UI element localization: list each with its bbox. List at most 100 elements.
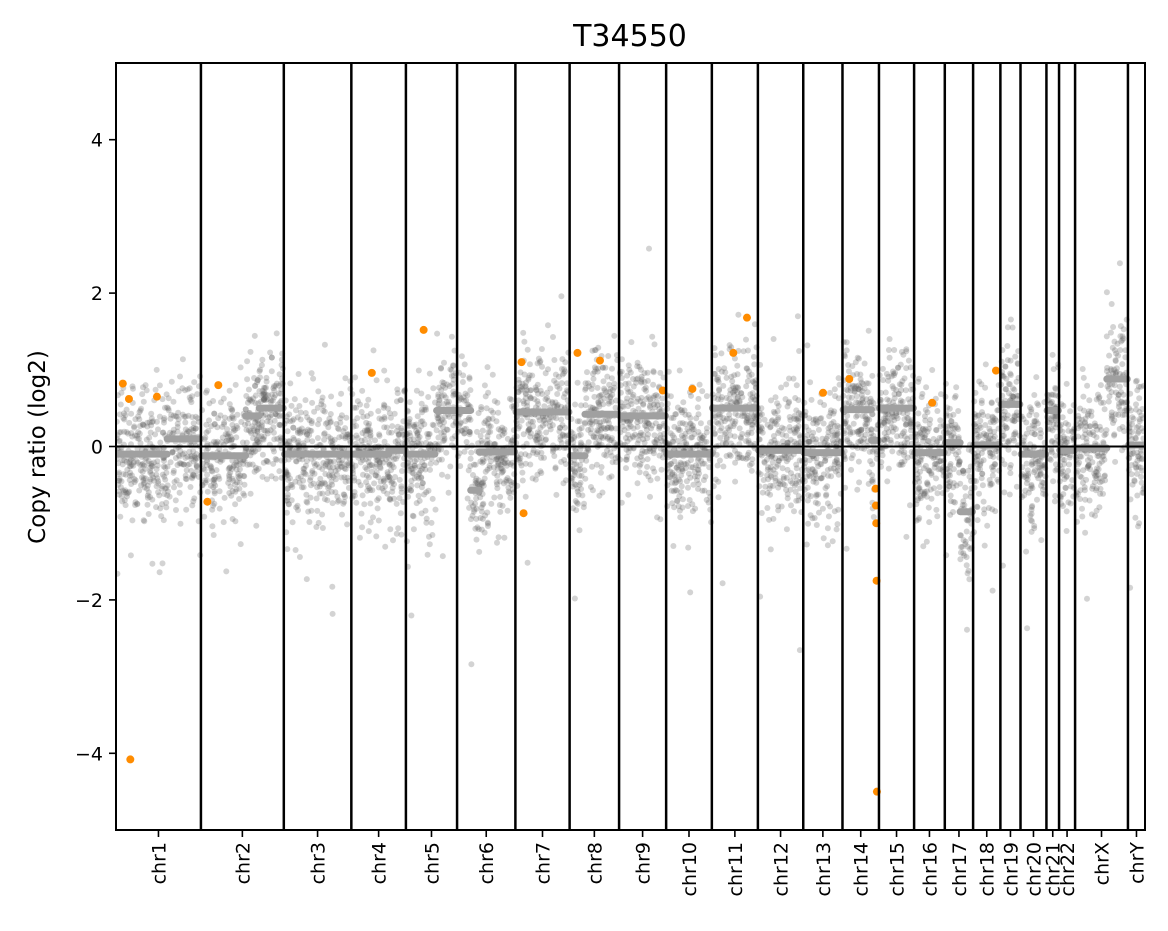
bin-point — [424, 430, 431, 437]
bin-point — [509, 403, 516, 410]
bin-point — [121, 457, 128, 464]
bin-point — [413, 421, 420, 428]
bin-point — [303, 491, 310, 498]
bin-point — [989, 472, 996, 479]
bin-point — [918, 495, 924, 501]
bin-point — [288, 497, 295, 504]
bin-point — [1119, 447, 1125, 454]
bin-point — [549, 422, 556, 429]
bin-point — [628, 401, 635, 408]
bin-point — [1116, 383, 1123, 390]
bin-point — [391, 456, 397, 463]
bin-point — [936, 484, 943, 491]
bin-point — [682, 434, 688, 441]
bin-point — [186, 428, 192, 435]
bin-point — [493, 456, 500, 462]
bin-point — [389, 488, 396, 495]
bin-point — [450, 422, 457, 429]
bin-point — [144, 485, 150, 492]
bin-point — [163, 499, 170, 506]
bin-point — [164, 492, 171, 499]
bin-point — [386, 496, 393, 503]
bin-point — [338, 460, 345, 467]
bin-point — [494, 539, 500, 546]
bin-point — [472, 500, 478, 507]
bin-point — [141, 479, 148, 486]
bin-point — [478, 437, 485, 444]
bin-point — [745, 347, 751, 354]
bin-point — [276, 421, 283, 428]
bin-point — [317, 481, 324, 487]
bin-point — [307, 474, 314, 481]
bin-point — [863, 396, 870, 403]
bin-point — [191, 379, 198, 386]
bin-point — [813, 436, 820, 443]
bin-point — [328, 478, 335, 485]
bin-point — [170, 430, 177, 437]
bin-point — [262, 427, 269, 434]
bin-point — [1115, 411, 1122, 418]
bin-point — [671, 434, 678, 441]
bin-point — [242, 446, 249, 453]
bin-point — [247, 428, 254, 435]
bin-point — [384, 474, 391, 481]
bin-point — [558, 416, 565, 423]
bin-point — [173, 413, 180, 420]
bin-point — [344, 474, 351, 481]
bin-point — [434, 415, 441, 422]
bin-point — [738, 390, 745, 397]
bin-point — [1065, 467, 1072, 474]
bin-point — [290, 424, 297, 431]
bin-point — [1084, 382, 1091, 389]
bin-point — [173, 507, 179, 513]
bin-point — [329, 481, 336, 488]
bin-point — [252, 431, 259, 438]
bin-point — [1050, 478, 1057, 485]
bin-point — [644, 463, 651, 470]
bin-point — [447, 463, 454, 470]
bin-point — [120, 410, 127, 417]
bin-point — [339, 457, 346, 464]
bin-point — [381, 477, 387, 484]
bin-point — [959, 543, 966, 550]
bin-point — [163, 391, 170, 398]
bin-point — [1096, 395, 1102, 402]
bin-point — [386, 474, 393, 481]
bin-point — [332, 489, 339, 496]
bin-point — [191, 495, 198, 502]
bin-point — [767, 482, 774, 489]
bin-point — [134, 459, 141, 466]
bin-point — [287, 418, 294, 425]
bin-point — [1067, 483, 1074, 490]
bin-point — [365, 396, 372, 403]
bin-point — [489, 371, 496, 378]
bin-point — [174, 420, 181, 427]
bin-point — [429, 421, 436, 428]
bin-point — [581, 500, 587, 507]
bin-point — [1049, 399, 1055, 405]
bin-point — [406, 416, 413, 422]
bin-point — [477, 494, 484, 501]
x-tick-label: chr4 — [369, 842, 391, 884]
bin-point — [182, 413, 189, 420]
bin-point — [398, 489, 405, 496]
bin-point — [116, 488, 122, 495]
bin-point — [406, 467, 413, 474]
bin-point — [657, 432, 664, 438]
bin-point — [385, 405, 392, 412]
bin-point — [153, 366, 160, 373]
bin-point — [228, 438, 235, 444]
bin-point — [179, 385, 186, 392]
bin-point — [659, 395, 666, 402]
bin-point — [174, 462, 181, 468]
bin-point — [315, 519, 322, 526]
bin-point — [499, 431, 506, 438]
bin-point — [1032, 431, 1039, 438]
bin-point — [438, 392, 445, 399]
bin-point — [254, 436, 261, 443]
bin-point — [327, 419, 334, 426]
bin-point — [1129, 481, 1136, 488]
bin-point — [355, 478, 362, 485]
bin-point — [917, 456, 924, 463]
bin-point — [370, 514, 376, 521]
